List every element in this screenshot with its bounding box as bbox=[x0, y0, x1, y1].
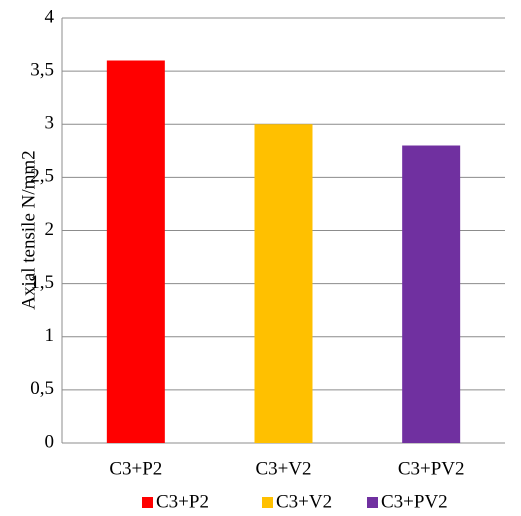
legend-label: C3+P2 bbox=[156, 491, 209, 512]
legend-swatch bbox=[367, 497, 378, 508]
x-tick-label: C3+P2 bbox=[109, 458, 162, 479]
y-tick-label: 3 bbox=[45, 113, 55, 134]
legend-swatch bbox=[262, 497, 273, 508]
y-tick-label: 3,5 bbox=[30, 59, 54, 80]
bar bbox=[402, 145, 461, 443]
bar bbox=[254, 124, 313, 443]
y-tick-label: 1 bbox=[45, 325, 55, 346]
y-tick-label: 1,5 bbox=[30, 272, 54, 293]
y-tick-label: 0,5 bbox=[30, 378, 54, 399]
x-tick-label: C3+V2 bbox=[255, 458, 311, 479]
bar bbox=[106, 60, 165, 443]
y-tick-label: 4 bbox=[45, 6, 55, 27]
y-tick-label: 0 bbox=[45, 431, 55, 452]
x-tick-label: C3+PV2 bbox=[398, 458, 465, 479]
legend-swatch bbox=[142, 497, 153, 508]
y-tick-label: 2,5 bbox=[30, 166, 54, 187]
legend-label: C3+PV2 bbox=[381, 491, 448, 512]
y-axis-label: Axial tensile N/mm2 bbox=[18, 150, 39, 309]
legend-label: C3+V2 bbox=[276, 491, 332, 512]
y-tick-label: 2 bbox=[45, 219, 55, 240]
